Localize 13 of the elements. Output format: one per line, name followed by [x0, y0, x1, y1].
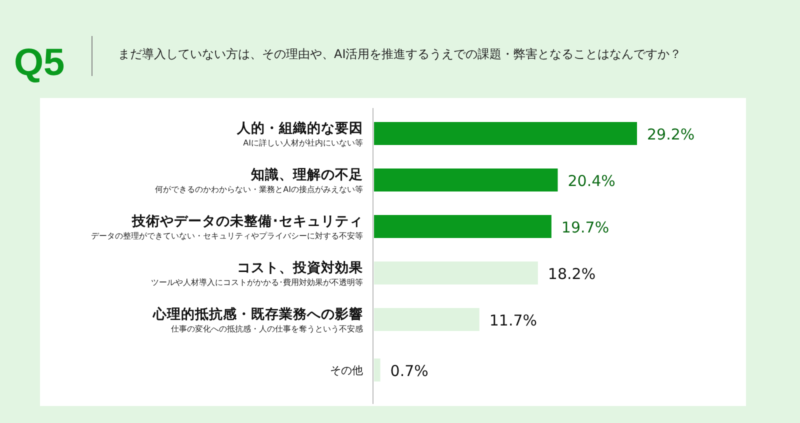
- annotation: ツールや人材導入にコストがかかる･費用対効果が不透明等: [151, 278, 363, 287]
- y-tick-label: 人的・組織的な要因: [236, 120, 363, 136]
- annotation: AIに詳しい人材が社内にいない等: [243, 138, 363, 148]
- annotation: データの整理ができていない・セキュリティやプライバシーに対する不安等: [91, 232, 363, 240]
- y-tick-label: 知識、理解の不足: [250, 166, 363, 183]
- y-tick-label: コスト、投資対効果: [237, 259, 364, 276]
- subtitle: まだ導入していない方は、その理由や、AI活用を推進するうえでの課題・弊害となることはなんですか？: [118, 47, 682, 61]
- annotation: 仕事の変化への抵抗感・人の仕事を奪うという不安感: [171, 324, 363, 334]
- title: Q5: [14, 42, 65, 84]
- annotation: 何ができるのかわからない・業務とAIの接点がみえない等: [155, 185, 363, 194]
- y-tick-label: 心理的抵抗感・既存業務への影響: [152, 306, 363, 322]
- y-tick-label: 技術やデータの未整備･セキュリティ: [131, 214, 363, 230]
- y-tick-label: その他: [330, 364, 363, 377]
